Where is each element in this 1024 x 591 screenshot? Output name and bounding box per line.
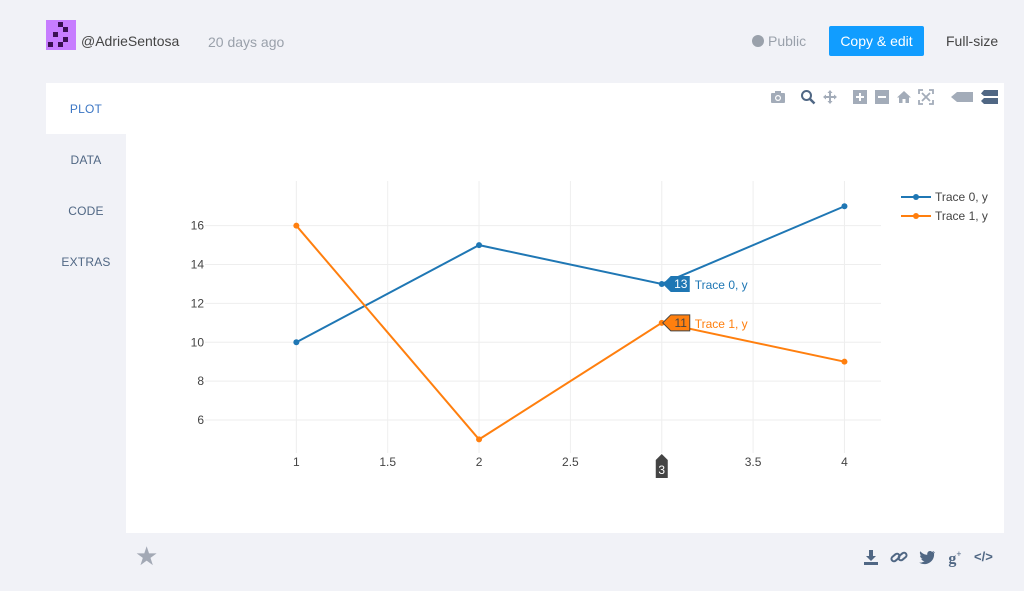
line-chart[interactable]: 1 1.5 2 2.5 3.5 4 6 8 10 12 14 16 3 13 Trace 0, y 11 Tr… <box>126 83 1004 533</box>
tab-plot[interactable]: PLOT <box>46 83 126 134</box>
visibility-indicator: Public <box>752 33 806 49</box>
data-point <box>841 358 848 365</box>
hover-name: Trace 0, y <box>695 278 748 292</box>
plot-panel: 1 1.5 2 2.5 3.5 4 6 8 10 12 14 16 3 13 Trace 0, y 11 Tr… <box>126 83 1004 533</box>
link-icon[interactable] <box>890 549 908 570</box>
data-point <box>293 339 300 346</box>
x-tick-label: 2 <box>476 455 483 469</box>
legend-label: Trace 1, y <box>935 209 988 223</box>
twitter-icon[interactable] <box>918 549 936 570</box>
data-point <box>476 242 483 249</box>
x-tick-label: 3.5 <box>745 455 762 469</box>
hover-value: 13 <box>674 277 688 291</box>
globe-icon <box>752 35 764 47</box>
data-point <box>658 319 665 326</box>
copy-edit-button[interactable]: Copy & edit <box>829 26 924 56</box>
google-plus-icon[interactable]: g+ <box>948 549 962 568</box>
autoscale-icon[interactable] <box>918 89 934 105</box>
share-toolbar: g+ </> <box>862 549 993 570</box>
data-point <box>476 436 483 443</box>
x-hover-label: 3 <box>658 463 665 477</box>
y-tick-label: 16 <box>191 219 205 233</box>
x-tick-label: 1 <box>293 455 300 469</box>
y-tick-label: 12 <box>191 296 205 310</box>
hover-compare-icon[interactable] <box>980 89 998 105</box>
tab-data[interactable]: DATA <box>70 152 102 167</box>
y-tick-label: 6 <box>197 413 204 427</box>
legend-marker <box>913 213 919 219</box>
fullsize-link[interactable]: Full-size <box>946 33 999 49</box>
hover-closest-icon[interactable] <box>950 89 974 105</box>
series-line-0 <box>295 205 845 344</box>
data-point <box>841 203 848 210</box>
series-line-1 <box>295 225 845 441</box>
timestamp: 20 days ago <box>208 34 285 50</box>
view-tabs: PLOT DATA CODE EXTRAS <box>46 83 126 287</box>
hover-box <box>662 275 690 292</box>
y-tick-label: 10 <box>191 335 205 349</box>
hover-name: Trace 1, y <box>695 317 748 331</box>
tab-code[interactable]: CODE <box>68 203 104 218</box>
star-icon[interactable]: ★ <box>135 541 159 571</box>
download-icon[interactable] <box>862 549 880 570</box>
home-icon[interactable] <box>896 89 912 105</box>
data-point <box>658 280 665 287</box>
visibility-label: Public <box>768 33 807 49</box>
y-tick-label: 14 <box>191 258 205 272</box>
hover-value: 11 <box>675 316 688 330</box>
zoom-icon[interactable] <box>800 89 816 105</box>
username-link[interactable]: @AdrieSentosa <box>81 33 180 49</box>
y-tick-label: 8 <box>197 374 204 388</box>
data-point <box>293 222 300 229</box>
tab-extras[interactable]: EXTRAS <box>61 254 111 269</box>
modebar <box>770 89 998 105</box>
legend-label: Trace 0, y <box>935 190 988 204</box>
x-tick-label: 2.5 <box>562 455 579 469</box>
legend-marker <box>913 194 919 200</box>
x-hover-tag <box>655 454 668 478</box>
camera-icon[interactable] <box>770 89 786 105</box>
hover-box <box>662 314 691 332</box>
zoom-in-icon[interactable] <box>852 89 868 105</box>
user-avatar[interactable] <box>46 20 76 50</box>
pan-icon[interactable] <box>822 89 838 105</box>
zoom-out-icon[interactable] <box>874 89 890 105</box>
x-tick-label: 1.5 <box>379 455 396 469</box>
embed-icon[interactable]: </> <box>974 549 993 564</box>
x-tick-label: 4 <box>841 455 848 469</box>
